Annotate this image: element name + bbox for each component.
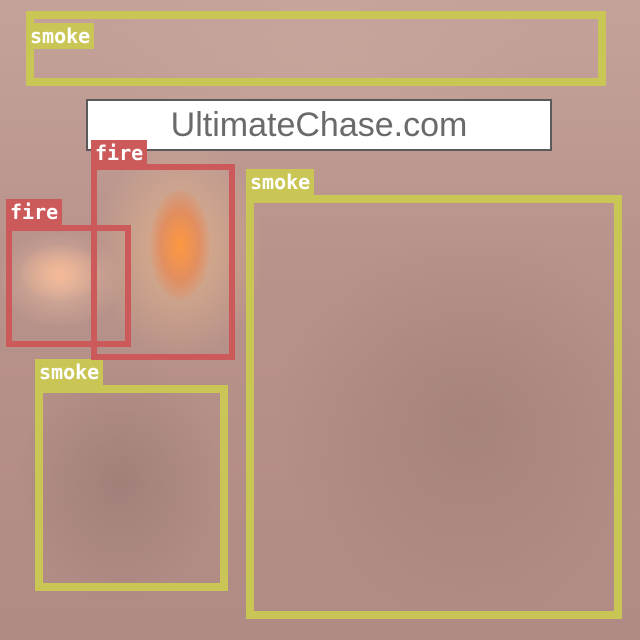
detection-box-smoke-top: [26, 11, 606, 86]
fire-glow: [150, 190, 210, 300]
fire-glow-secondary: [20, 245, 100, 300]
detection-label-smoke-top: smoke: [26, 23, 95, 49]
detection-box-fire-small: [6, 225, 131, 347]
detection-label-smoke-right: smoke: [246, 169, 315, 195]
detection-box-fire-large: [91, 164, 235, 360]
detection-label-smoke-bottom-left: smoke: [35, 359, 104, 385]
watermark-banner: UltimateChase.com: [86, 99, 552, 151]
detection-box-smoke-right: [246, 195, 622, 619]
detection-label-fire-small: fire: [6, 199, 63, 225]
detection-label-fire-large: fire: [91, 140, 148, 166]
detection-box-smoke-bottom-left: [35, 385, 228, 591]
